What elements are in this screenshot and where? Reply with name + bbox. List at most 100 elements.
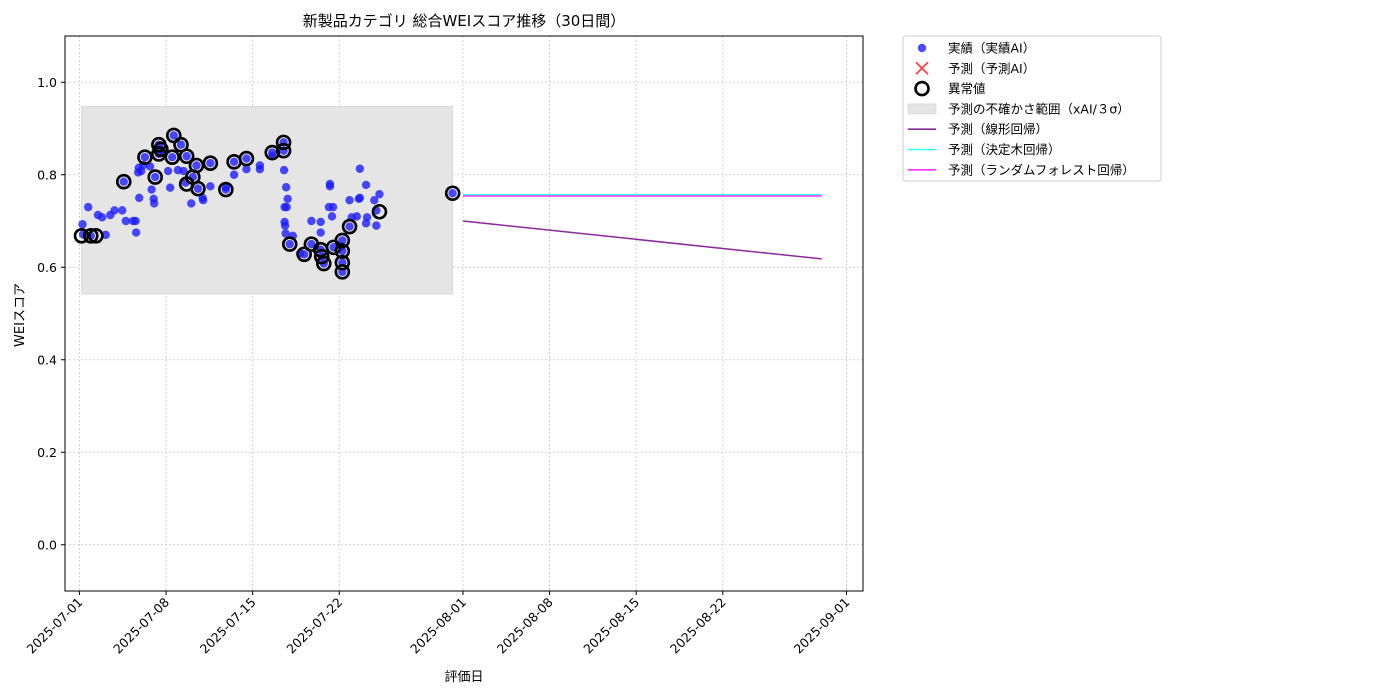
forecast-lines	[462, 193, 822, 260]
actual-point	[119, 177, 128, 186]
legend-label: 予測の不確かさ範囲（xAI/３σ）	[948, 101, 1130, 116]
actual-point	[121, 216, 131, 226]
actual-point	[193, 184, 203, 193]
outlier-ring	[341, 218, 358, 235]
actual-point	[198, 195, 208, 205]
legend-label: 予測（決定木回帰）	[948, 142, 1061, 157]
y-tick-label: 0.6	[37, 260, 57, 275]
actual-point	[345, 222, 354, 231]
actual-point	[229, 170, 239, 179]
actual-point	[255, 161, 265, 170]
outlier-ring	[334, 232, 351, 249]
actual-point	[242, 165, 251, 174]
actual-point	[192, 161, 201, 170]
actual-point	[299, 250, 309, 259]
y-tick-label: 0.2	[37, 445, 57, 460]
y-tick-label: 0.8	[37, 167, 57, 182]
actual-point	[352, 212, 361, 221]
outlier-ring	[137, 149, 153, 165]
outlier-ring	[178, 148, 195, 165]
actual-point	[83, 202, 93, 212]
actual-point	[118, 206, 127, 215]
uncertainty-band-rect	[81, 106, 453, 295]
actual-point	[361, 180, 371, 190]
outlier-ring	[202, 155, 219, 171]
actual-point	[307, 239, 316, 249]
outlier-ring	[238, 150, 255, 167]
actual-point	[131, 228, 141, 237]
actual-point	[355, 164, 365, 173]
x-axis-ticks: 2025-07-01 2025-07-08 2025-07-15 2025-07-22…	[24, 591, 853, 656]
legend-marker-x	[915, 61, 929, 75]
y-axis-ticks: 0.0 0.2 0.4 0.6 0.8 1.0	[37, 75, 65, 552]
actual-point	[375, 189, 384, 199]
actual-point	[147, 185, 156, 194]
actual-point	[327, 212, 337, 221]
x-tick-label: 2025-08-08	[494, 594, 556, 656]
outlier-ring	[296, 246, 312, 263]
outlier-ring	[88, 228, 104, 244]
actual-point	[169, 131, 178, 140]
actual-point	[280, 221, 290, 230]
y-tick-label: 1.0	[37, 75, 57, 90]
actual-point	[281, 183, 291, 192]
outlier-ring	[73, 228, 90, 244]
outlier-ring	[334, 243, 351, 259]
outlier-ring	[313, 248, 330, 265]
outlier-ring	[371, 203, 388, 220]
outlier-ring	[275, 134, 292, 151]
actual-point	[206, 158, 215, 168]
actual-point	[362, 213, 372, 222]
legend-label: 予測（線形回帰）	[948, 122, 1048, 137]
actual-point	[285, 239, 294, 249]
plot-border	[64, 35, 864, 592]
actual-point	[448, 189, 457, 198]
outlier-ring	[315, 255, 332, 272]
legend-label: 実績（実績AI）	[948, 41, 1035, 56]
outlier-ring	[178, 176, 195, 192]
outlier-ring	[334, 264, 351, 280]
actual-point	[229, 157, 239, 166]
x-tick-label: 2025-07-22	[283, 595, 345, 657]
outlier-ring	[281, 236, 298, 252]
actual-point	[182, 152, 191, 161]
actual-point	[151, 172, 160, 182]
legend-marker-ring	[914, 80, 930, 97]
actual-point	[370, 195, 379, 205]
actual-point	[221, 185, 231, 194]
actual-point	[140, 152, 150, 162]
actual-point	[206, 182, 215, 191]
actual-point	[328, 202, 338, 212]
x-tick-label: 2025-08-22	[667, 595, 729, 657]
actual-point	[176, 140, 186, 149]
actual-point	[78, 220, 87, 229]
actual-point	[338, 236, 347, 245]
legend-marker-patch	[907, 103, 937, 115]
outlier-ring	[153, 141, 169, 158]
outlier-rings	[73, 127, 461, 280]
x-tick-label: 2025-07-08	[110, 594, 172, 656]
actual-point	[149, 199, 159, 208]
actual-point	[187, 199, 196, 208]
y-tick-label: 0.4	[37, 352, 57, 367]
actual-point	[316, 217, 325, 227]
actual-point	[279, 165, 289, 175]
legend-marker-dot	[917, 43, 927, 53]
actual-point	[110, 206, 119, 215]
outlier-ring	[275, 142, 292, 159]
forecast-line	[462, 220, 822, 260]
legend-marker-x-stroke	[915, 61, 929, 75]
x-tick-label: 2025-08-15	[580, 595, 642, 657]
chart-title: 新製品カテゴリ 総合WEIスコア推移（30日間）	[303, 12, 626, 30]
outlier-ring	[264, 144, 281, 161]
actual-point	[135, 193, 144, 203]
legend-label: 異常値	[948, 81, 986, 96]
x-tick-label: 2025-07-01	[24, 595, 86, 657]
actual-point	[316, 228, 325, 237]
outlier-ring	[218, 181, 234, 198]
actual-point	[345, 195, 354, 205]
x-axis-label: 評価日	[444, 670, 483, 685]
actual-point	[372, 221, 381, 230]
y-tick-label: 0.0	[37, 537, 57, 552]
